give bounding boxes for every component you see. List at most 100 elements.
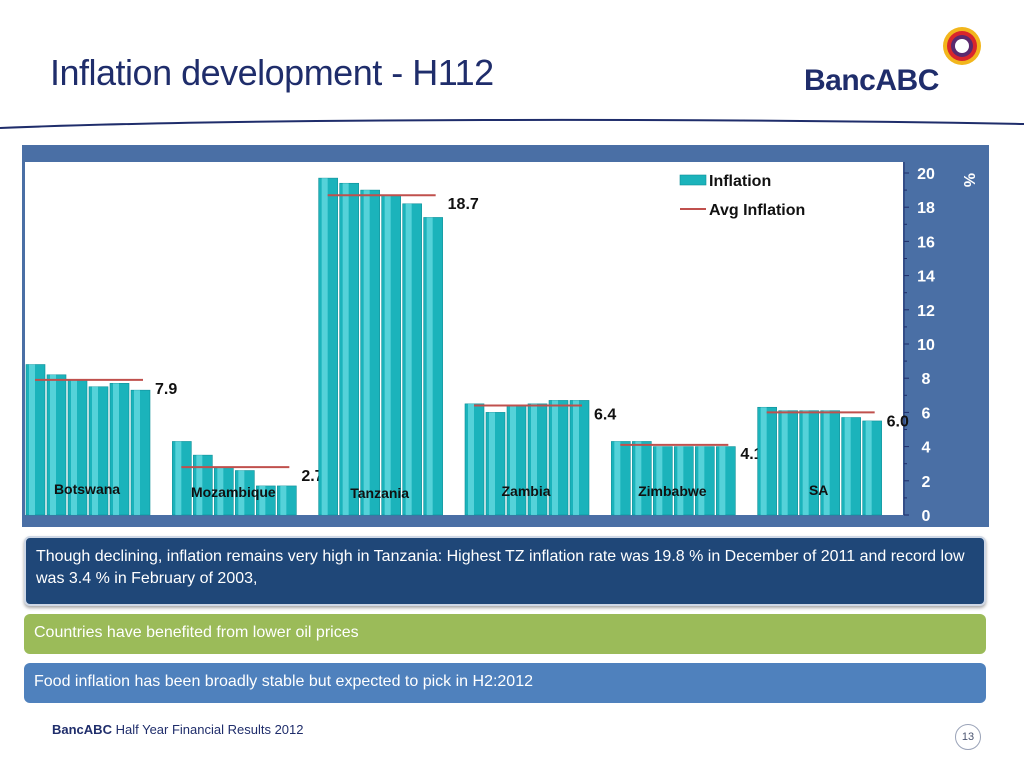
note-food-inflation: Food inflation has been broadly stable b… bbox=[24, 663, 986, 703]
bar-highlight bbox=[405, 203, 412, 515]
bar-tanzania bbox=[381, 194, 401, 516]
bar-highlight bbox=[134, 390, 140, 515]
bar-mozambique bbox=[172, 441, 192, 516]
bar-sa bbox=[778, 410, 798, 516]
bar-highlight bbox=[573, 400, 579, 515]
bar-highlight bbox=[280, 485, 287, 515]
y-tick-label: 0 bbox=[922, 508, 931, 525]
y-tick-label: 14 bbox=[917, 269, 935, 286]
category-label: SA bbox=[809, 482, 828, 498]
bar-highlight bbox=[552, 400, 558, 515]
bar-highlight bbox=[71, 379, 77, 515]
bar-tanzania bbox=[318, 177, 338, 516]
avg-label-zimbabwe: 4.1 bbox=[740, 446, 762, 463]
legend-inflation-label: Inflation bbox=[709, 173, 771, 190]
avg-label-zambia: 6.4 bbox=[594, 407, 616, 424]
bar-highlight bbox=[175, 441, 182, 515]
page-number: 13 bbox=[955, 724, 981, 750]
bar-highlight bbox=[719, 446, 726, 515]
note-oil-prices: Countries have benefited from lower oil … bbox=[24, 614, 986, 654]
y-tick-label: 10 bbox=[917, 337, 935, 354]
bar-highlight bbox=[342, 183, 349, 515]
bar-highlight bbox=[217, 467, 224, 515]
bar-highlight bbox=[656, 446, 663, 515]
banc-abc-logo: BancABC bbox=[800, 24, 990, 104]
bar-highlight bbox=[384, 195, 391, 516]
bar-highlight bbox=[760, 407, 767, 515]
bar-highlight bbox=[614, 441, 621, 515]
y-tick-label: 18 bbox=[917, 200, 935, 217]
bar-tanzania bbox=[360, 189, 380, 516]
bar-highlight bbox=[698, 446, 705, 515]
bar-highlight bbox=[844, 417, 851, 515]
bar-zimbabwe bbox=[611, 441, 631, 516]
bar-tanzania bbox=[402, 203, 422, 516]
avg-label-botswana: 7.9 bbox=[155, 381, 177, 398]
bar-zimbabwe bbox=[653, 446, 673, 516]
bar-sa bbox=[757, 406, 777, 516]
bar-highlight bbox=[29, 364, 35, 515]
bar-zimbabwe bbox=[716, 446, 736, 516]
bar-zimbabwe bbox=[695, 446, 715, 516]
bar-highlight bbox=[321, 178, 328, 515]
bar-zambia bbox=[464, 403, 485, 516]
bar-tanzania bbox=[339, 182, 359, 516]
bar-zimbabwe bbox=[632, 441, 652, 516]
category-label: Tanzania bbox=[350, 485, 409, 501]
avg-label-tanzania: 18.7 bbox=[448, 196, 479, 213]
bar-highlight bbox=[259, 485, 266, 515]
bar-zambia bbox=[569, 400, 590, 516]
legend-bar-swatch bbox=[679, 174, 707, 186]
bar-highlight bbox=[510, 405, 516, 515]
y-tick-label: 20 bbox=[917, 166, 935, 183]
bar-highlight bbox=[196, 455, 203, 515]
bar-highlight bbox=[531, 403, 537, 515]
y-tick-label: 8 bbox=[922, 371, 931, 388]
bar-zambia bbox=[485, 412, 506, 516]
bar-highlight bbox=[865, 420, 872, 515]
legend-avg-label: Avg Inflation bbox=[709, 202, 805, 219]
slide-title: Inflation development - H112 bbox=[50, 52, 494, 93]
bar-highlight bbox=[468, 403, 474, 515]
bar-highlight bbox=[426, 217, 433, 515]
bar-tanzania bbox=[423, 217, 443, 516]
y-tick-label: 16 bbox=[917, 234, 935, 251]
footer: BancABC Half Year Financial Results 2012 bbox=[52, 722, 303, 737]
bar-sa bbox=[820, 410, 840, 516]
plot-area bbox=[25, 162, 903, 515]
bar-highlight bbox=[113, 383, 119, 515]
footer-text: Half Year Financial Results 2012 bbox=[115, 722, 304, 737]
y-tick-label: 6 bbox=[922, 405, 931, 422]
category-label: Zambia bbox=[501, 483, 550, 499]
bar-botswana bbox=[25, 364, 46, 516]
category-label: Mozambique bbox=[191, 484, 276, 500]
bar-highlight bbox=[92, 386, 98, 515]
bar-highlight bbox=[238, 470, 245, 515]
logo-ring-icon bbox=[943, 27, 981, 65]
bar-zambia bbox=[548, 400, 569, 516]
avg-label-mozambique: 2.7 bbox=[301, 468, 323, 485]
bar-highlight bbox=[781, 410, 788, 515]
bar-sa bbox=[841, 417, 861, 516]
avg-label-sa: 6.0 bbox=[887, 413, 909, 430]
bar-highlight bbox=[489, 412, 495, 515]
bar-highlight bbox=[802, 410, 809, 515]
footer-brand: BancABC bbox=[52, 722, 112, 737]
inflation-chart: 0 2 4 6 8 10 12 14 16 18 20% 7.9 Botswana 2.7 Mozambiq… bbox=[22, 145, 989, 527]
logo-text: BancABC bbox=[804, 64, 939, 97]
bar-highlight bbox=[50, 374, 56, 515]
bar-mozambique bbox=[277, 485, 297, 516]
bar-highlight bbox=[677, 446, 684, 515]
bar-highlight bbox=[363, 190, 370, 515]
header-divider bbox=[0, 118, 1024, 129]
bar-highlight bbox=[635, 441, 642, 515]
category-label: Zimbabwe bbox=[638, 483, 707, 499]
bar-botswana bbox=[130, 389, 151, 516]
y-axis-label: % bbox=[960, 173, 977, 187]
y-tick-label: 2 bbox=[922, 474, 931, 491]
y-tick-label: 4 bbox=[922, 440, 931, 457]
bar-zimbabwe bbox=[674, 446, 694, 516]
bar-sa bbox=[799, 410, 819, 516]
note-tanzania: Though declining, inflation remains very… bbox=[24, 536, 986, 606]
category-label: Botswana bbox=[54, 481, 120, 497]
